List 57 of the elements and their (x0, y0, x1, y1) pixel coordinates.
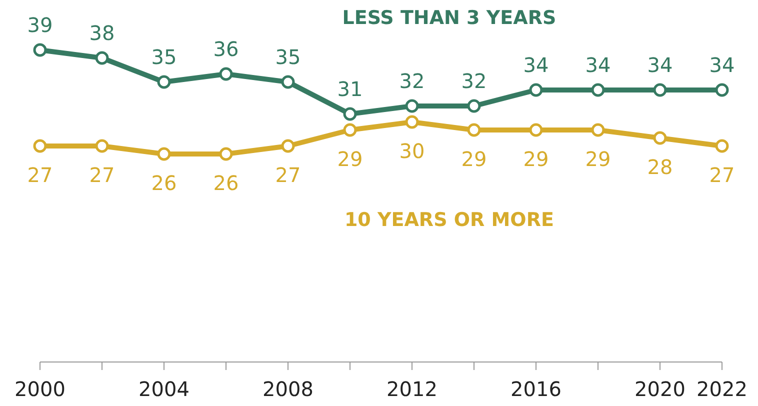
point (715, 83, 729, 97)
data-label: 29 (461, 147, 487, 171)
point (343, 123, 357, 137)
data-label: 27 (275, 163, 301, 187)
data-label: 34 (647, 53, 673, 77)
data-label: 35 (275, 45, 301, 69)
data-label: 29 (523, 147, 549, 171)
data-label: 32 (399, 69, 425, 93)
point (33, 139, 47, 153)
point (467, 123, 481, 137)
point (405, 99, 419, 113)
point (715, 139, 729, 153)
data-label: 31 (337, 77, 363, 101)
point (95, 51, 109, 65)
data-label: 30 (399, 139, 425, 163)
data-label: 36 (213, 37, 239, 61)
text: LESS THAN 3 YEARS (342, 7, 556, 29)
x-tick-label: 2008 (262, 377, 314, 401)
data-label: 39 (27, 13, 53, 37)
x-tick-label: 2000 (14, 377, 66, 401)
data-label: 27 (709, 163, 735, 187)
data-label: 26 (151, 171, 177, 195)
point (33, 43, 47, 57)
point (467, 99, 481, 113)
data-label: 34 (585, 53, 611, 77)
x-tick-label: 2012 (386, 377, 438, 401)
point (529, 83, 543, 97)
data-label: 29 (585, 147, 611, 171)
data-label: 38 (89, 21, 115, 45)
data-label: 28 (647, 155, 673, 179)
point (591, 123, 605, 137)
point (219, 67, 233, 81)
data-label: 27 (27, 163, 53, 187)
x-tick-label: 2004 (138, 377, 190, 401)
point (591, 83, 605, 97)
point (653, 83, 667, 97)
point (157, 147, 171, 161)
data-label: 27 (89, 163, 115, 187)
data-label: 26 (213, 171, 239, 195)
x-tick-label: 2022 (696, 377, 748, 401)
x-tick-label: 2016 (510, 377, 562, 401)
data-label: 32 (461, 69, 487, 93)
point (281, 139, 295, 153)
point (405, 115, 419, 129)
data-label: 29 (337, 147, 363, 171)
point (653, 131, 667, 145)
point (343, 107, 357, 121)
point (157, 75, 171, 89)
text: 10 YEARS OR MORE (344, 209, 554, 231)
point (95, 139, 109, 153)
data-label: 34 (709, 53, 735, 77)
point (281, 75, 295, 89)
point (219, 147, 233, 161)
data-label: 34 (523, 53, 549, 77)
point (529, 123, 543, 137)
x-tick-label: 2020 (634, 377, 686, 401)
data-label: 35 (151, 45, 177, 69)
